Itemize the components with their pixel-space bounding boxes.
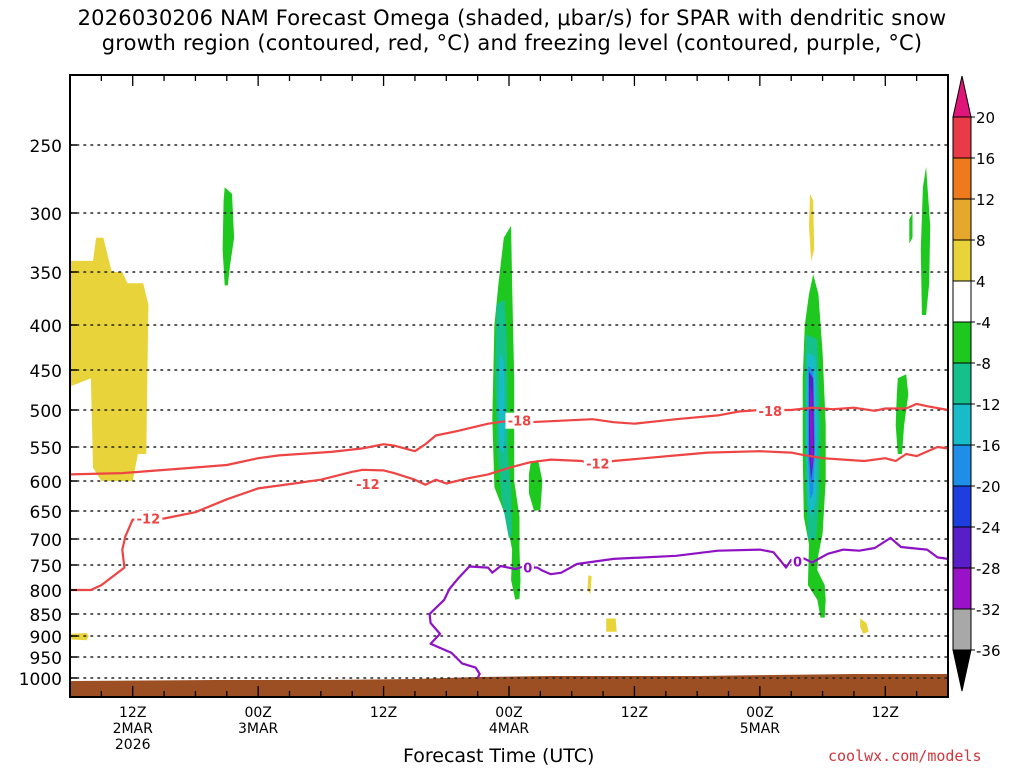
omega-region xyxy=(70,237,149,481)
colorbar-segment xyxy=(952,485,972,528)
y-tick-label: 350 xyxy=(30,264,62,284)
colorbar-segment xyxy=(952,280,972,323)
y-tick-label: 1000 xyxy=(19,670,62,690)
y-tick-label: 500 xyxy=(30,402,62,422)
omega-shading-layer xyxy=(70,166,931,641)
colorbar-label: -12 xyxy=(976,396,1001,414)
y-tick-label: 650 xyxy=(30,503,62,523)
y-tick-label: 850 xyxy=(30,606,62,626)
colorbar-top-arrow xyxy=(952,75,972,118)
colorbar-segment xyxy=(952,403,972,446)
dgz-contour xyxy=(69,402,949,476)
y-tick-label: 550 xyxy=(30,439,62,459)
colorbar-label: -28 xyxy=(976,560,1001,578)
dgz-label-bg xyxy=(756,402,785,419)
omega-region xyxy=(860,618,869,634)
y-tick-label: 300 xyxy=(30,205,62,225)
x-tick-label: 2MAR xyxy=(113,721,154,737)
x-tick-label: 12Z xyxy=(370,705,397,721)
dgz-contour-label: -12 xyxy=(137,512,161,527)
omega-region xyxy=(498,352,505,454)
colorbar-segment xyxy=(952,239,972,282)
colorbar-segment xyxy=(952,444,972,487)
colorbar-segment xyxy=(952,157,972,200)
y-tick-label: 450 xyxy=(30,362,62,382)
colorbar-label: -4 xyxy=(976,314,991,332)
freezing-level-label-bg xyxy=(521,559,534,576)
x-tick-label: 4MAR xyxy=(489,721,530,737)
x-tick-label: 12Z xyxy=(872,705,899,721)
axes-layer: 2503003504004505005506006507007508008509… xyxy=(19,74,949,753)
omega-region xyxy=(222,187,235,286)
colorbar-label: 12 xyxy=(976,191,995,209)
x-tick-label: 12Z xyxy=(621,705,648,721)
omega-region xyxy=(809,193,815,261)
x-tick-label: 12Z xyxy=(119,705,146,721)
y-tick-label: 400 xyxy=(30,317,62,337)
dgz-contour xyxy=(70,445,949,592)
omega-region xyxy=(920,166,931,315)
dgz-label-bg xyxy=(353,476,382,493)
y-tick-label: 950 xyxy=(30,649,62,669)
colorbar-label: -32 xyxy=(976,601,1001,619)
freezing-level-contour xyxy=(428,536,949,679)
colorbar: 20 16 12 8 4 -4 -8 -12 -16 -20 -24 -28 -32 -36 xyxy=(952,75,1001,692)
freezing-level-contour-label: 0 xyxy=(793,555,802,570)
x-tick-label: 2026 xyxy=(115,737,151,753)
omega-region xyxy=(70,633,89,641)
colorbar-label: 20 xyxy=(976,109,995,127)
colorbar-segment xyxy=(952,321,972,364)
colorbar-segment xyxy=(952,526,972,569)
colorbar-segment xyxy=(952,116,972,159)
colorbar-label: 8 xyxy=(976,232,986,250)
credit-link[interactable]: coolwx.com/models xyxy=(828,747,982,765)
colorbar-label: -20 xyxy=(976,478,1001,496)
dgz-label-bg xyxy=(583,455,612,472)
colorbar-label: 16 xyxy=(976,150,995,168)
freezing-level-contour-label: 0 xyxy=(523,562,532,577)
dgz-label-bg xyxy=(505,412,534,429)
dgz-contour-label: -12 xyxy=(586,458,610,473)
colorbar-label: 4 xyxy=(976,273,986,291)
dgz-contour-label: -18 xyxy=(759,405,783,420)
omega-region xyxy=(895,374,909,454)
y-tick-label: 250 xyxy=(30,137,62,157)
colorbar-label: -8 xyxy=(976,355,991,373)
chart-title: 2026030206 NAM Forecast Omega (shaded, μ… xyxy=(0,6,1024,56)
dgz-label-bg xyxy=(134,510,163,527)
freezing-level-label-bg xyxy=(791,553,804,570)
x-tick-label: 5MAR xyxy=(740,721,781,737)
x-tick-label: 3MAR xyxy=(238,721,279,737)
x-tick-label: 00Z xyxy=(495,705,522,721)
contour-layer: -18 -18 -12 -12 -12 0 0 xyxy=(69,402,949,679)
y-tick-label: 700 xyxy=(30,531,62,551)
colorbar-label: -16 xyxy=(976,437,1001,455)
x-tick-label: 00Z xyxy=(244,705,271,721)
y-tick-label: 750 xyxy=(30,557,62,577)
colorbar-segment xyxy=(952,362,972,405)
y-tick-label: 600 xyxy=(30,473,62,493)
dgz-contour-label: -18 xyxy=(508,415,532,430)
x-tick-label: 00Z xyxy=(746,705,773,721)
colorbar-label: -24 xyxy=(976,519,1001,537)
colorbar-bottom-arrow xyxy=(952,649,972,692)
chart-title-line-1: 2026030206 NAM Forecast Omega (shaded, μ… xyxy=(77,6,947,30)
omega-region xyxy=(909,213,913,244)
colorbar-segment xyxy=(952,608,972,651)
colorbar-segment xyxy=(952,198,972,241)
y-tick-label: 800 xyxy=(30,582,62,602)
omega-region xyxy=(587,575,592,594)
colorbar-segment xyxy=(952,567,972,610)
colorbar-label: -36 xyxy=(976,642,1001,660)
chart-title-line-2: growth region (contoured, red, °C) and f… xyxy=(101,31,923,55)
dgz-contour-label: -12 xyxy=(356,478,380,493)
pressure-gridlines xyxy=(69,144,949,679)
y-tick-label: 900 xyxy=(30,628,62,648)
omega-region xyxy=(606,618,617,632)
x-axis-label: Forecast Time (UTC) xyxy=(403,745,595,767)
omega-region xyxy=(528,461,543,511)
